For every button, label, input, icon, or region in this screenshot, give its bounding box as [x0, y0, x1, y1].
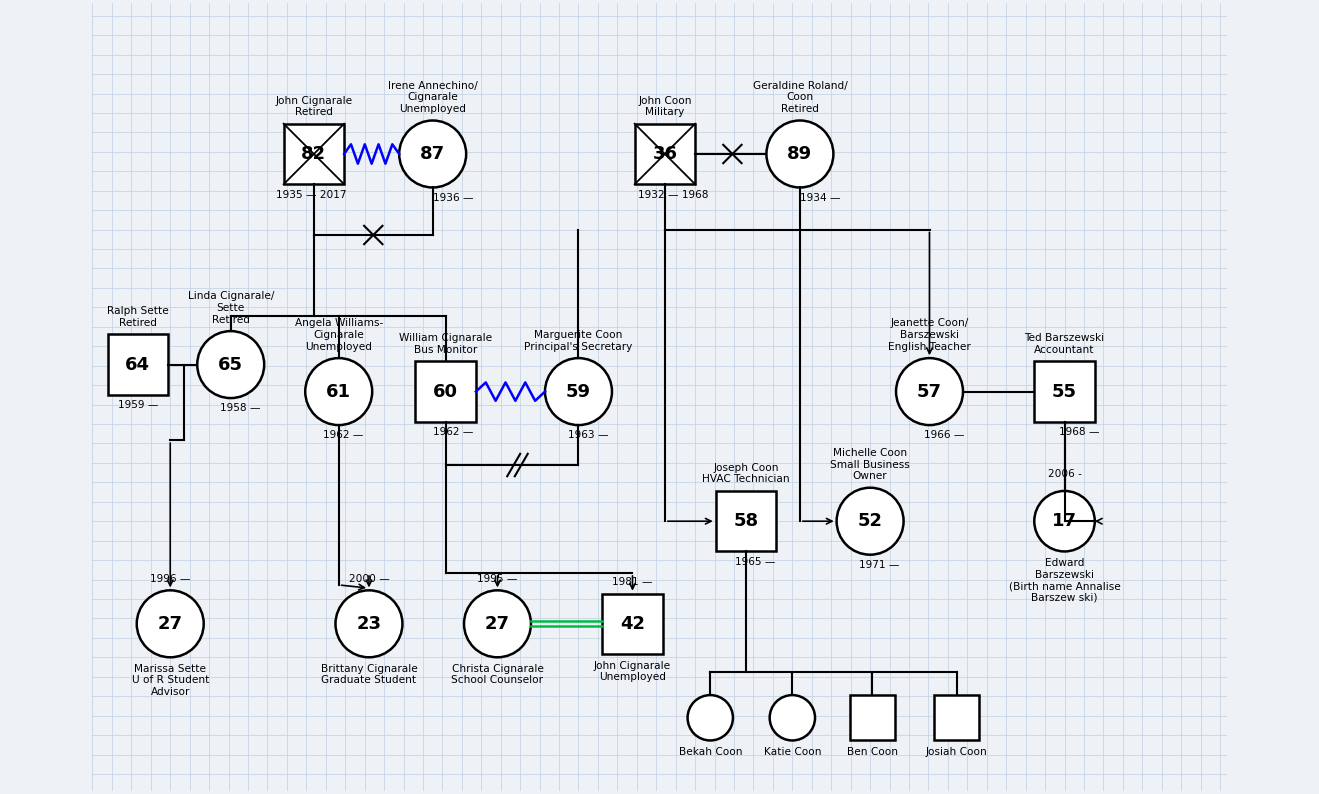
- Text: Josiah Coon: Josiah Coon: [926, 747, 988, 757]
- Text: 1965 —: 1965 —: [735, 557, 776, 567]
- Text: 58: 58: [733, 512, 758, 530]
- Circle shape: [836, 488, 904, 555]
- Text: 42: 42: [620, 615, 645, 633]
- Text: Geraldine Roland/
Coon
Retired: Geraldine Roland/ Coon Retired: [753, 81, 847, 114]
- Text: 1995 —: 1995 —: [477, 574, 517, 584]
- Text: 1981 —: 1981 —: [612, 577, 653, 587]
- Circle shape: [1034, 491, 1095, 552]
- Circle shape: [400, 121, 466, 187]
- Text: 1968 —: 1968 —: [1059, 427, 1100, 437]
- Circle shape: [770, 695, 815, 741]
- Text: Angela Williams-
Cignarale
Unemployed: Angela Williams- Cignarale Unemployed: [294, 318, 383, 352]
- Circle shape: [137, 590, 203, 657]
- FancyBboxPatch shape: [603, 594, 662, 654]
- Text: 2000 —: 2000 —: [348, 574, 389, 584]
- Text: 23: 23: [356, 615, 381, 633]
- Text: 1932 — 1968: 1932 — 1968: [638, 190, 708, 199]
- Text: 27: 27: [158, 615, 183, 633]
- Text: Christa Cignarale
School Counselor: Christa Cignarale School Counselor: [451, 664, 543, 685]
- Text: 55: 55: [1053, 383, 1078, 401]
- Text: Ben Coon: Ben Coon: [847, 747, 898, 757]
- Text: 36: 36: [653, 145, 678, 163]
- Circle shape: [198, 331, 264, 398]
- FancyBboxPatch shape: [934, 695, 979, 741]
- Text: 52: 52: [857, 512, 882, 530]
- FancyBboxPatch shape: [1034, 361, 1095, 422]
- Text: Katie Coon: Katie Coon: [764, 747, 822, 757]
- Text: Ted Barszewski
Accountant: Ted Barszewski Accountant: [1025, 333, 1104, 355]
- Text: 59: 59: [566, 383, 591, 401]
- Text: 1966 —: 1966 —: [925, 430, 964, 441]
- Text: 60: 60: [433, 383, 458, 401]
- Text: 17: 17: [1053, 512, 1078, 530]
- Text: Ralph Sette
Retired: Ralph Sette Retired: [107, 306, 169, 328]
- Circle shape: [687, 695, 733, 741]
- Text: Linda Cignarale/
Sette
Retired: Linda Cignarale/ Sette Retired: [187, 291, 274, 325]
- Text: William Cignarale
Bus Monitor: William Cignarale Bus Monitor: [400, 333, 492, 355]
- Text: 89: 89: [787, 145, 813, 163]
- Circle shape: [545, 358, 612, 425]
- Text: 1971 —: 1971 —: [859, 560, 900, 570]
- FancyBboxPatch shape: [634, 124, 695, 184]
- Text: Jeanette Coon/
Barszewski
English Teacher: Jeanette Coon/ Barszewski English Teache…: [888, 318, 971, 352]
- FancyBboxPatch shape: [415, 361, 476, 422]
- Circle shape: [305, 358, 372, 425]
- Circle shape: [335, 590, 402, 657]
- Text: 1959 —: 1959 —: [119, 400, 158, 410]
- Text: John Cignarale
Retired: John Cignarale Retired: [276, 95, 352, 118]
- FancyBboxPatch shape: [849, 695, 896, 741]
- Text: 57: 57: [917, 383, 942, 401]
- Text: Marguerite Coon
Principal's Secretary: Marguerite Coon Principal's Secretary: [525, 330, 633, 352]
- Circle shape: [896, 358, 963, 425]
- Text: 1936 —: 1936 —: [433, 193, 474, 203]
- Text: Marissa Sette
U of R Student
Advisor: Marissa Sette U of R Student Advisor: [132, 664, 208, 697]
- FancyBboxPatch shape: [284, 124, 344, 184]
- Circle shape: [766, 121, 834, 187]
- Text: 1935 — 2017: 1935 — 2017: [276, 190, 347, 199]
- Text: 64: 64: [125, 356, 150, 374]
- Text: 1963 —: 1963 —: [567, 430, 608, 441]
- Text: Bekah Coon: Bekah Coon: [678, 747, 743, 757]
- Text: 65: 65: [218, 356, 243, 374]
- Text: 82: 82: [301, 145, 326, 163]
- Text: Michelle Coon
Small Business
Owner: Michelle Coon Small Business Owner: [830, 448, 910, 481]
- Text: 2006 -: 2006 -: [1047, 469, 1082, 479]
- Text: 1934 —: 1934 —: [799, 193, 840, 203]
- Text: Irene Annechino/
Cignarale
Unemployed: Irene Annechino/ Cignarale Unemployed: [388, 81, 477, 114]
- FancyBboxPatch shape: [108, 334, 168, 395]
- Text: Joseph Coon
HVAC Technician: Joseph Coon HVAC Technician: [702, 463, 790, 484]
- Text: 1996 —: 1996 —: [150, 574, 190, 584]
- Text: 1958 —: 1958 —: [220, 403, 260, 414]
- Text: 1962 —: 1962 —: [323, 430, 363, 441]
- Text: John Coon
Military: John Coon Military: [638, 95, 691, 118]
- Text: 1962 —: 1962 —: [433, 427, 474, 437]
- Text: 61: 61: [326, 383, 351, 401]
- Text: John Cignarale
Unemployed: John Cignarale Unemployed: [594, 661, 671, 682]
- Text: 27: 27: [485, 615, 510, 633]
- Text: 87: 87: [421, 145, 446, 163]
- Circle shape: [464, 590, 532, 657]
- FancyBboxPatch shape: [716, 491, 776, 552]
- Text: Edward
Barszewski
(Birth name Annalise
Barszew ski): Edward Barszewski (Birth name Annalise B…: [1009, 558, 1120, 603]
- Text: Brittany Cignarale
Graduate Student: Brittany Cignarale Graduate Student: [321, 664, 417, 685]
